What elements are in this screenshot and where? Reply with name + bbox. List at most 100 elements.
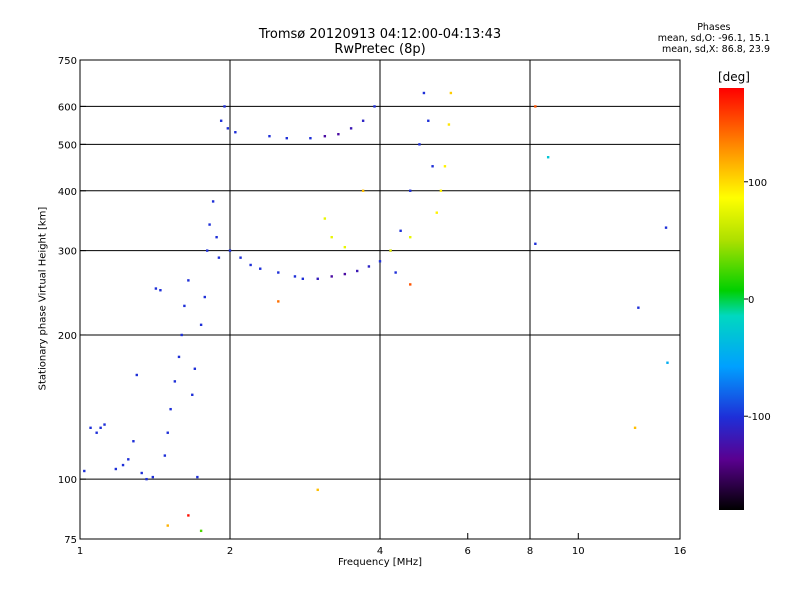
x-tick-label: 2 [227,546,233,557]
data-point [447,123,451,126]
data-point [193,367,197,370]
phase-stats-o: mean, sd,O: -96.1, 15.1 [657,33,770,44]
phase-stats-heading: Phases [697,22,731,33]
x-tick-label: 16 [674,546,687,557]
data-point [132,440,135,443]
data-point [219,119,223,122]
data-point [234,131,237,134]
data-point [89,426,92,430]
x-tick-label: 8 [527,546,533,557]
data-point [399,229,402,232]
data-point [169,407,172,411]
data-point [199,323,203,327]
data-point [211,200,215,203]
axis-ticks: 1 2 4 6 8 10 16 75 100 200 300 400 500 600 750 [58,56,686,557]
data-point [409,189,412,192]
data-point [205,249,209,252]
data-point [183,304,186,308]
y-tick-label: 750 [58,56,77,67]
data-point [239,256,242,259]
data-point [449,91,453,95]
data-point [187,279,190,282]
data-point [203,295,206,299]
data-point [330,235,333,239]
phase-stats-x: mean, sd,X: 86.8, 23.9 [661,44,770,55]
data-point [166,524,169,527]
data-point [389,249,392,252]
data-point [435,211,438,214]
data-point [664,226,668,229]
data-point [343,272,347,276]
x-axis-label: Frequency [MHz] [337,557,423,568]
data-point [431,165,434,168]
grid-lines [80,60,680,539]
data-point [199,529,203,533]
data-point [223,105,226,108]
data-point [259,267,262,270]
data-point [422,91,426,95]
data-point [666,361,669,364]
data-point [293,275,297,278]
data-point [103,423,106,426]
data-point [439,189,443,192]
chart-title: Tromsø 20120913 04:12:00-04:13:43 [258,27,502,42]
data-point [217,256,221,259]
x-tick-label: 6 [465,546,471,557]
data-point [215,235,218,239]
y-tick-label: 100 [58,475,77,486]
data-point [301,277,305,280]
data-point [394,271,397,274]
data-point [330,275,333,278]
y-tick-label: 500 [58,140,77,151]
data-point [323,217,327,220]
colorbar-tick-label: -100 [748,412,771,423]
data-point [208,223,211,226]
data-point [151,475,155,479]
data-point [418,143,421,146]
data-point [127,458,130,461]
data-point [95,431,98,434]
y-tick-label: 300 [58,247,77,258]
data-point [409,235,412,239]
data-point [268,134,271,138]
data-point [145,477,148,481]
data-point [349,127,353,130]
data-point [166,431,169,434]
phase-stats: Phases mean, sd,O: -96.1, 15.1 mean, sd,… [658,22,770,55]
chart-subtitle: RwPretec (8p) [334,42,426,57]
data-point [361,189,365,192]
data-point [121,463,125,467]
data-point [637,306,640,309]
data-point [135,373,138,377]
x-tick-label: 1 [77,546,83,557]
data-point [187,514,190,517]
data-point [534,242,537,245]
y-tick-label: 600 [58,102,77,113]
data-point [140,471,143,475]
data-point [159,289,162,292]
data-point [154,287,158,290]
data-point [196,475,199,479]
data-point [367,265,371,268]
colorbar-tick-label: 0 [748,295,754,306]
y-tick-label: 75 [64,535,77,546]
data-point [355,269,359,273]
data-point [309,136,312,140]
x-tick-label: 4 [377,546,383,557]
data-point [173,380,177,383]
colorbar-gradient [719,88,744,510]
data-point [316,488,319,492]
x-tick-label: 10 [572,546,585,557]
data-point [409,283,412,286]
data-point [177,355,181,359]
data-point [191,393,194,397]
data-point [228,249,232,252]
data-point [249,263,252,267]
data-points [83,91,669,533]
data-point [277,271,280,274]
data-point [534,105,537,108]
data-point [373,105,376,108]
data-point [226,127,230,130]
data-point [99,426,102,430]
colorbar-label: [deg] [718,70,750,84]
